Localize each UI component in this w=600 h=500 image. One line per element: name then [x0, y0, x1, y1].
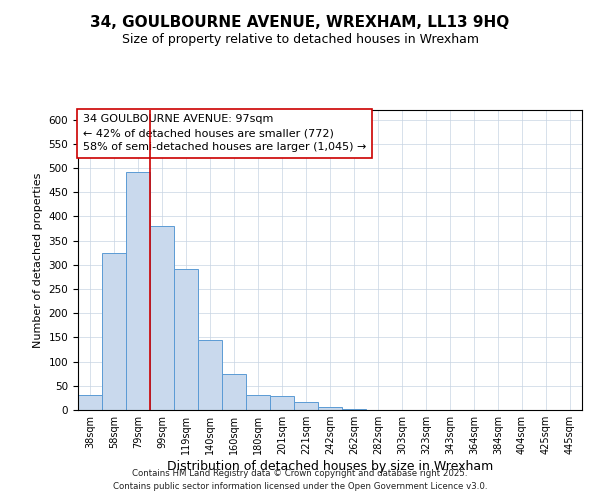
Bar — [126, 172, 150, 410]
Bar — [78, 396, 102, 410]
Bar — [198, 340, 222, 410]
Text: Contains public sector information licensed under the Open Government Licence v3: Contains public sector information licen… — [113, 482, 487, 491]
Text: 34 GOULBOURNE AVENUE: 97sqm
← 42% of detached houses are smaller (772)
58% of se: 34 GOULBOURNE AVENUE: 97sqm ← 42% of det… — [83, 114, 367, 152]
Bar — [318, 406, 342, 410]
X-axis label: Distribution of detached houses by size in Wrexham: Distribution of detached houses by size … — [167, 460, 493, 473]
Bar — [102, 252, 126, 410]
Text: 34, GOULBOURNE AVENUE, WREXHAM, LL13 9HQ: 34, GOULBOURNE AVENUE, WREXHAM, LL13 9HQ — [91, 15, 509, 30]
Y-axis label: Number of detached properties: Number of detached properties — [33, 172, 43, 348]
Bar — [270, 396, 294, 410]
Bar — [246, 394, 270, 410]
Bar — [222, 374, 246, 410]
Bar — [294, 402, 318, 410]
Bar — [342, 409, 366, 410]
Text: Size of property relative to detached houses in Wrexham: Size of property relative to detached ho… — [121, 32, 479, 46]
Text: Contains HM Land Registry data © Crown copyright and database right 2025.: Contains HM Land Registry data © Crown c… — [132, 468, 468, 477]
Bar — [174, 269, 198, 410]
Bar — [150, 226, 174, 410]
